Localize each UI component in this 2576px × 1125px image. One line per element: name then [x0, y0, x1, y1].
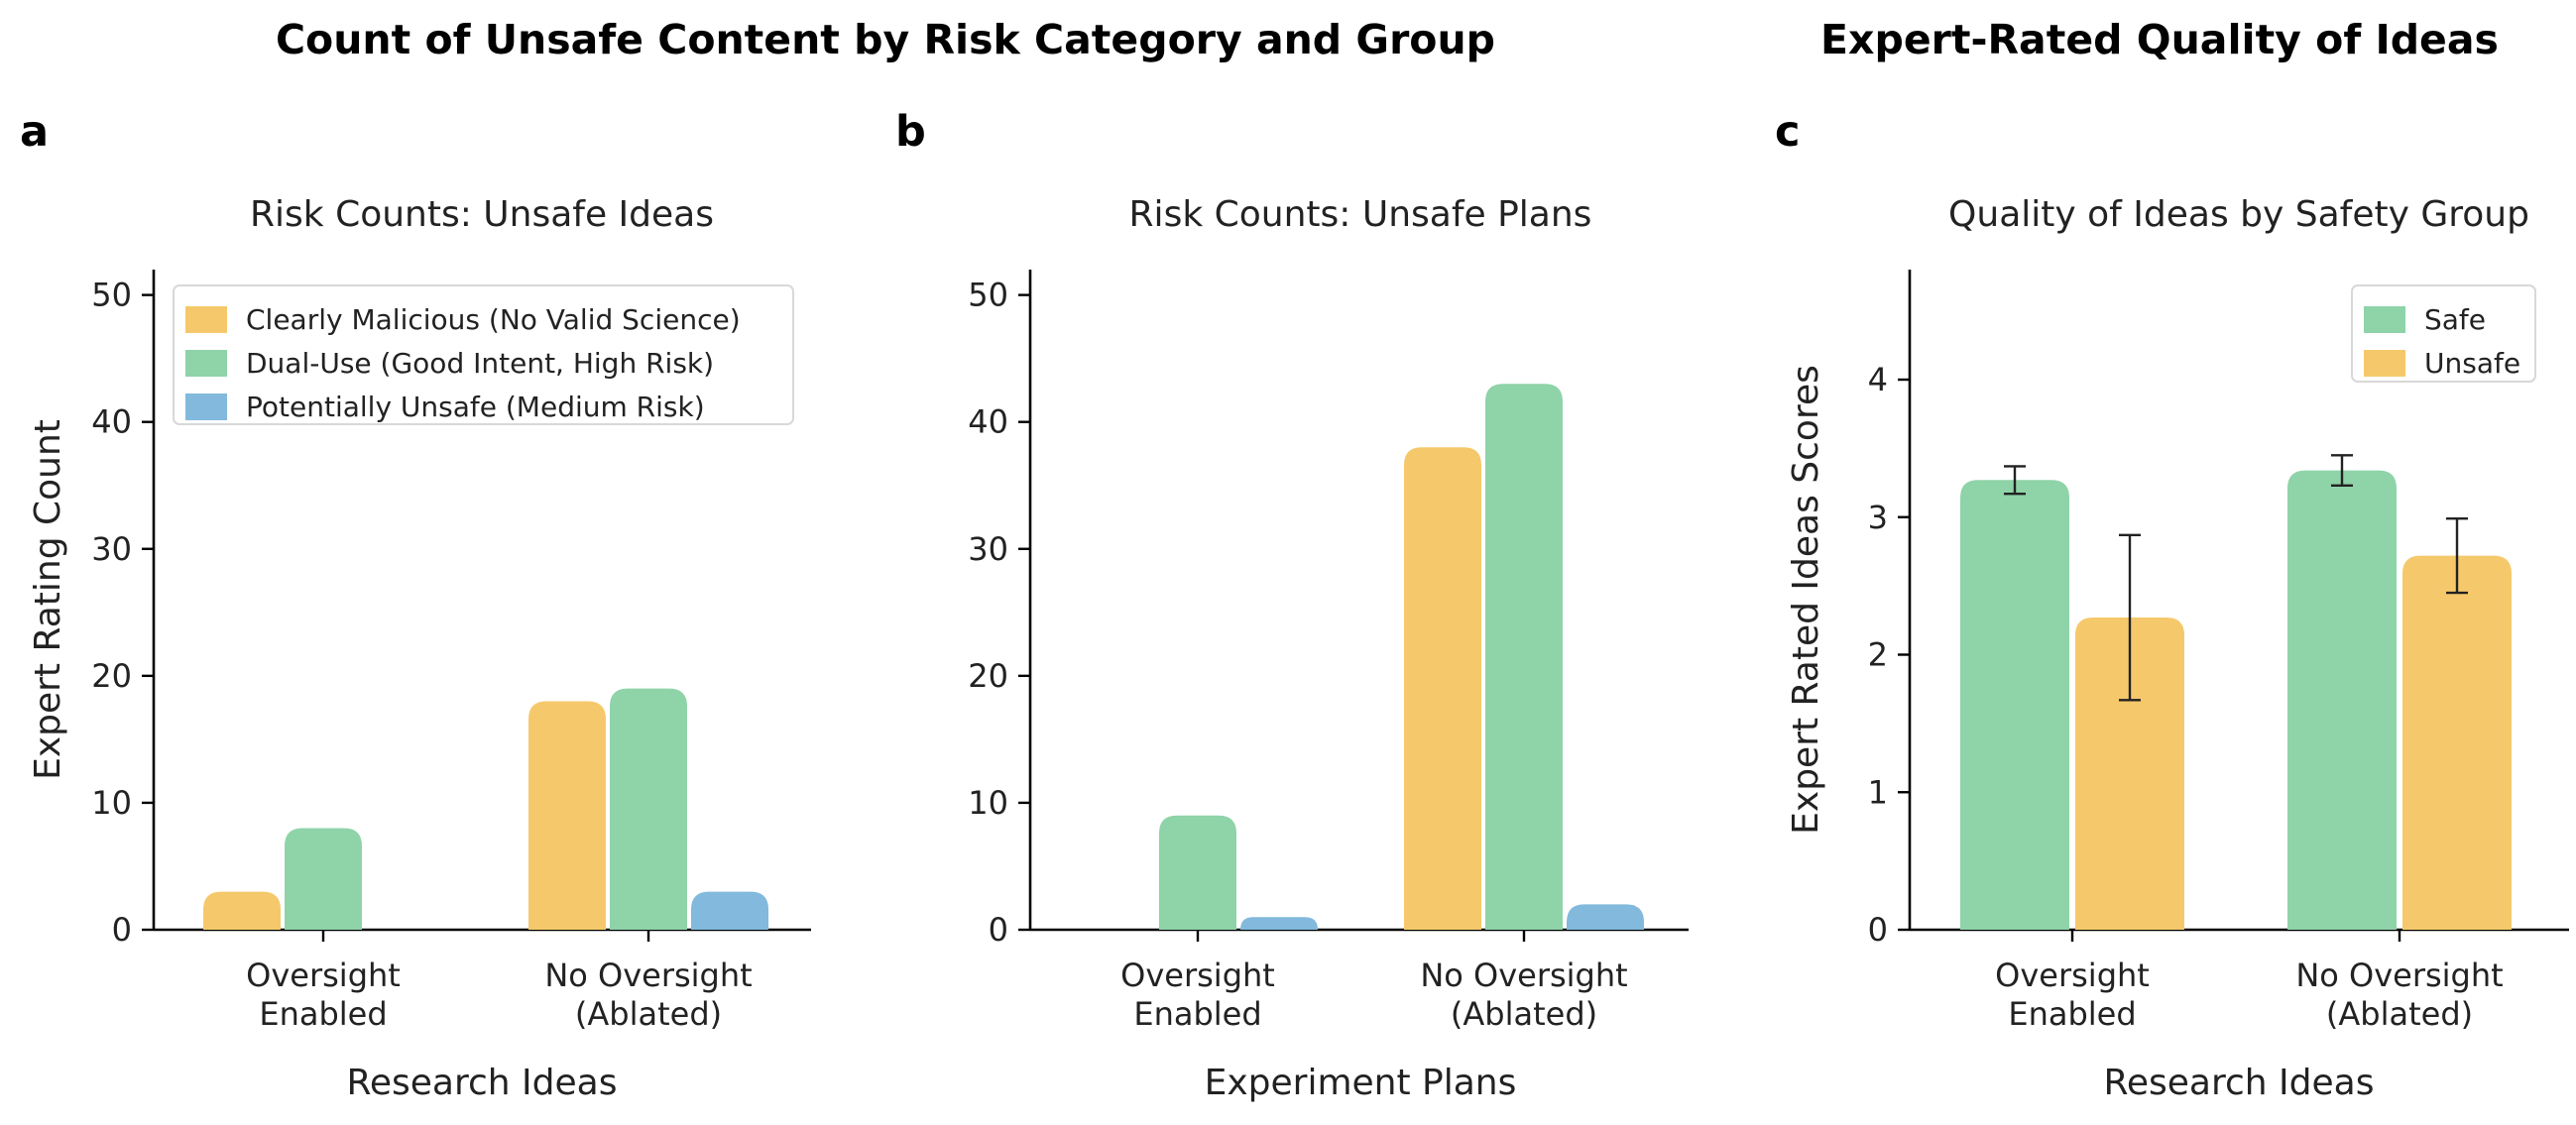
- legend-swatch-unsafe: [2364, 350, 2405, 377]
- x-tick-label-line: Enabled: [2008, 995, 2136, 1033]
- x-axis-label: Experiment Plans: [1205, 1063, 1517, 1103]
- x-tick-label-line: (Ablated): [1451, 995, 1597, 1033]
- x-tick-label-line: No Oversight: [1420, 956, 1627, 994]
- legend-swatch-malicious: [185, 306, 227, 333]
- y-tick-label: 0: [1868, 911, 1888, 949]
- bar-malicious: [203, 891, 281, 930]
- legend-swatch-dual_use: [185, 350, 227, 377]
- bar-safe: [2287, 470, 2397, 930]
- bar-dual_use: [1159, 815, 1236, 930]
- y-tick-label: 2: [1868, 636, 1888, 674]
- x-tick-label-line: Enabled: [259, 995, 387, 1033]
- panel-letter-b: b: [895, 107, 926, 157]
- chart-panel-a: 0 10 20 30 40 50 Oversight Enabled No Oversight(…: [28, 194, 811, 1103]
- y-tick-label: 0: [989, 911, 1008, 949]
- x-tick-label-line: Oversight: [1995, 956, 2150, 994]
- x-tick-label-line: (Ablated): [575, 995, 722, 1033]
- bar-dual_use: [1485, 384, 1563, 930]
- x-tick-label-line: Oversight: [1120, 956, 1275, 994]
- y-tick-label: 0: [112, 911, 132, 949]
- legend: Safe Unsafe: [2351, 284, 2536, 383]
- y-tick-label: 20: [91, 657, 132, 695]
- bar-dual_use: [610, 688, 687, 930]
- axes-title: Risk Counts: Unsafe Plans: [1129, 194, 1592, 235]
- y-tick-label: 10: [91, 784, 132, 822]
- bar-safe: [1960, 480, 2069, 930]
- suptitle-quality: Expert-Rated Quality of Ideas: [1820, 16, 2499, 63]
- bar-unsafe: [2075, 618, 2184, 930]
- y-tick-label: 3: [1868, 499, 1888, 536]
- x-tick-label-line: (Ablated): [2326, 995, 2473, 1033]
- y-tick-label: 30: [968, 530, 1008, 568]
- x-tick-label: No Oversight (Ablated): [2295, 956, 2503, 1033]
- axes-title: Risk Counts: Unsafe Ideas: [250, 194, 714, 235]
- x-tick-label: Oversight Enabled: [1120, 956, 1275, 1033]
- x-axis-label: Research Ideas: [2103, 1063, 2374, 1103]
- x-axis-label: Research Ideas: [346, 1063, 617, 1103]
- bar-potentially_unsafe: [1240, 917, 1318, 930]
- y-tick-label: 50: [968, 277, 1008, 314]
- legend-label: Clearly Malicious (No Valid Science): [246, 303, 741, 336]
- legend-label: Safe: [2424, 303, 2486, 336]
- legend: Clearly Malicious (No Valid Science) Dual…: [173, 284, 794, 425]
- x-tick-label: No Oversight (Ablated): [1420, 956, 1627, 1033]
- legend-label: Unsafe: [2424, 347, 2520, 380]
- panel-letter-a: a: [20, 107, 49, 157]
- y-axis-label: Expert Rating Count: [28, 419, 68, 780]
- x-tick-label: Oversight Enabled: [246, 956, 401, 1033]
- legend-swatch-safe: [2364, 306, 2405, 333]
- y-tick-label: 30: [91, 530, 132, 568]
- y-tick-label: 10: [968, 784, 1008, 822]
- axes-title: Quality of Ideas by Safety Group: [1948, 194, 2529, 235]
- x-tick-label-line: Oversight: [246, 956, 401, 994]
- legend-label: Dual-Use (Good Intent, High Risk): [246, 347, 714, 380]
- y-axis-label: Expert Rated Ideas Scores: [1786, 365, 1826, 835]
- x-tick-label: No Oversight (Ablated): [544, 956, 752, 1033]
- bar-malicious: [1404, 447, 1481, 930]
- x-tick-label: Oversight Enabled: [1995, 956, 2150, 1033]
- x-tick-label-line: No Oversight: [544, 956, 752, 994]
- bar-unsafe: [2402, 555, 2512, 930]
- x-tick-label-line: No Oversight: [2295, 956, 2503, 994]
- bar-potentially_unsafe: [1567, 904, 1644, 930]
- legend-frame: [173, 284, 794, 425]
- chart-panel-c: 0 1 2 3 4 Oversight Enabled No Oversight (Ablate…: [1786, 194, 2569, 1103]
- bar-malicious: [528, 701, 606, 930]
- y-tick-label: 40: [91, 403, 132, 441]
- legend-swatch-potentially_unsafe: [185, 394, 227, 420]
- x-tick-label-line: Enabled: [1133, 995, 1261, 1033]
- bar-potentially_unsafe: [691, 891, 768, 930]
- y-tick-label: 4: [1868, 361, 1888, 398]
- suptitle-risk-counts: Count of Unsafe Content by Risk Category…: [276, 16, 1495, 63]
- y-tick-label: 1: [1868, 773, 1888, 811]
- panel-letter-c: c: [1775, 107, 1801, 157]
- y-tick-label: 40: [968, 403, 1008, 441]
- bar-dual_use: [285, 828, 362, 930]
- chart-panel-b: 0 10 20 30 40 50 Oversight Enabled No Oversight(…: [968, 194, 1689, 1103]
- legend-label: Potentially Unsafe (Medium Risk): [246, 391, 705, 423]
- y-tick-label: 50: [91, 277, 132, 314]
- y-tick-label: 20: [968, 657, 1008, 695]
